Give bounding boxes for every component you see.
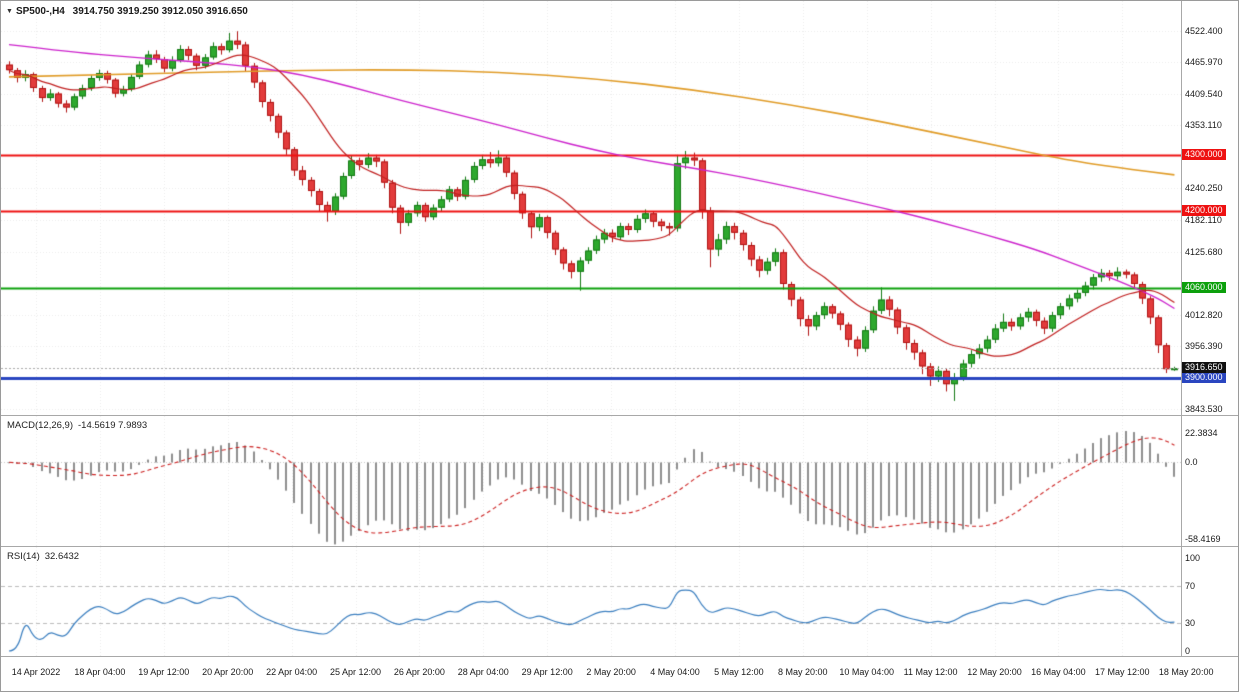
- price-level-label: 4200.000: [1182, 204, 1226, 216]
- axis-separator: [1181, 1, 1182, 691]
- axis-tick-label: 4012.820: [1185, 309, 1223, 320]
- axis-tick-label: 4409.540: [1185, 88, 1223, 99]
- axis-tick-label: -58.4169: [1185, 533, 1221, 544]
- macd-name: MACD(12,26,9): [7, 420, 73, 431]
- axis-tick-label: 0: [1185, 645, 1191, 656]
- axis-tick-label: 70: [1185, 580, 1196, 591]
- chart-title-bar: ▼ SP500-,H4 3914.750 3919.250 3912.050 39…: [6, 6, 248, 17]
- rsi-value: 32.6432: [44, 551, 80, 562]
- time-axis-label: 20 Apr 20:00: [202, 667, 254, 677]
- time-axis-label: 12 May 20:00: [967, 667, 1022, 677]
- axis-tick-label: 4182.110: [1185, 215, 1222, 226]
- time-axis-label: 18 May 20:00: [1158, 667, 1214, 677]
- time-axis-label: 11 May 12:00: [903, 667, 958, 677]
- time-axis-label: 14 Apr 2022: [11, 667, 61, 677]
- axis-tick-label: 0.0: [1185, 457, 1198, 468]
- macd-indicator-canvas[interactable]: [1, 416, 1181, 546]
- axis-tick-label: 4522.400: [1185, 26, 1223, 36]
- time-axis-label: 10 May 04:00: [839, 667, 894, 677]
- panel-divider: [1, 656, 1238, 657]
- time-axis-label: 8 May 20:00: [778, 667, 828, 677]
- time-axis-label: 28 Apr 04:00: [457, 667, 509, 677]
- expand-triangle-icon[interactable]: ▼: [6, 8, 13, 15]
- axis-tick-label: 22.3834: [1185, 428, 1218, 438]
- rsi-indicator-label: RSI(14) 32.6432: [7, 551, 79, 562]
- axis-tick-label: 3843.530: [1185, 403, 1223, 414]
- price-level-label: 3900.000: [1182, 371, 1226, 383]
- time-axis-label: 18 Apr 04:00: [74, 667, 126, 677]
- macd-indicator-label: MACD(12,26,9) -14.5619 7.9893: [7, 420, 147, 431]
- time-axis-label: 19 Apr 12:00: [138, 667, 190, 677]
- axis-tick-label: 4353.110: [1185, 120, 1222, 131]
- time-axis[interactable]: 14 Apr 2022 18 Apr 04:00 19 Apr 12:00 20 Ap…: [1, 657, 1238, 691]
- macd-values: -14.5619 7.9893: [78, 420, 148, 431]
- axis-tick-label: 30: [1185, 618, 1196, 629]
- price-level-label: 4060.000: [1182, 282, 1226, 294]
- time-axis-label: 26 Apr 20:00: [393, 667, 445, 677]
- time-axis-label: 16 May 04:00: [1031, 667, 1086, 677]
- price-level-label: 4300.000: [1182, 148, 1226, 160]
- time-axis-label: 5 May 12:00: [714, 667, 764, 677]
- rsi-indicator-canvas[interactable]: [1, 547, 1181, 656]
- time-axis-label: 4 May 04:00: [650, 667, 700, 677]
- time-axis-label: 22 Apr 04:00: [266, 667, 318, 677]
- time-axis-label: 17 May 12:00: [1095, 667, 1150, 677]
- symbol-timeframe-label: SP500-,H4: [15, 6, 65, 17]
- time-axis-label: 29 Apr 12:00: [521, 667, 573, 677]
- axis-tick-label: 4240.250: [1185, 183, 1223, 194]
- panel-divider: [1, 415, 1238, 416]
- axis-tick-label: 100: [1185, 552, 1201, 563]
- price-chart-canvas[interactable]: [1, 1, 1181, 415]
- axis-tick-label: 3956.390: [1185, 341, 1223, 352]
- rsi-name: RSI(14): [7, 551, 40, 562]
- ohlc-values-label: 3914.750 3919.250 3912.050 3916.650: [72, 6, 248, 17]
- axis-tick-label: 4465.970: [1185, 57, 1223, 68]
- current-price-label: 3916.650: [1182, 362, 1226, 374]
- time-axis-label: 2 May 20:00: [586, 667, 636, 677]
- axis-tick-label: 4125.680: [1185, 246, 1223, 257]
- time-axis-label: 25 Apr 12:00: [329, 667, 382, 677]
- panel-divider: [1, 546, 1238, 547]
